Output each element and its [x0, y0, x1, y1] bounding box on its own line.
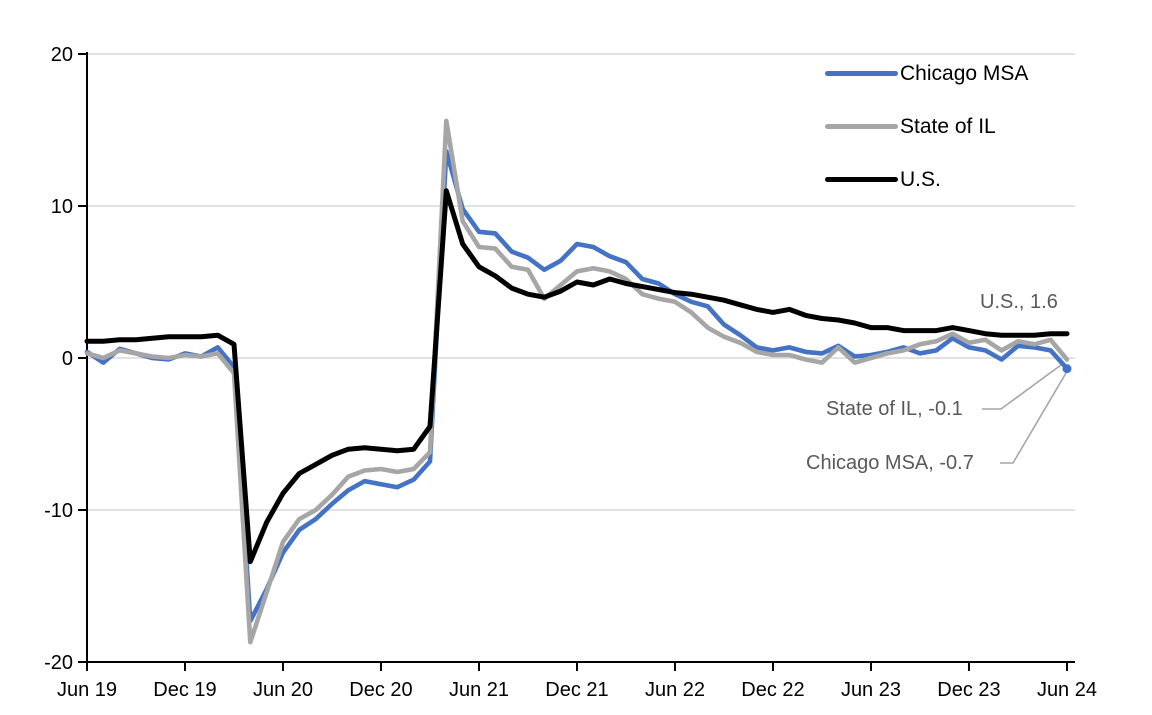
- annotation-state-of-il-value: State of IL, -0.1: [826, 398, 963, 420]
- x-tick-label: Dec 22: [741, 679, 804, 701]
- legend-label: U.S.: [900, 168, 941, 191]
- legend-item-state-of-il: State of IL: [825, 100, 1028, 153]
- x-tick-label: Jun 20: [253, 679, 313, 701]
- leader-line-state-of-il: [982, 364, 1062, 410]
- annotation-chicago-msa-value: Chicago MSA, -0.7: [806, 452, 974, 474]
- x-tick-label: Jun 23: [841, 679, 901, 701]
- annotation-us-value: U.S., 1.6: [980, 291, 1058, 313]
- x-tick-label: Jun 19: [57, 679, 117, 701]
- legend-item-chicago-msa: Chicago MSA: [825, 47, 1028, 100]
- y-tick-label: 10: [51, 196, 73, 218]
- y-tick-label: -10: [44, 500, 73, 522]
- x-tick-label: Dec 21: [545, 679, 608, 701]
- y-tick-label: 0: [62, 348, 73, 370]
- legend-label: Chicago MSA: [900, 62, 1029, 85]
- x-tick-label: Jun 21: [449, 679, 509, 701]
- x-tick-label: Dec 19: [153, 679, 216, 701]
- x-tick-label: Jun 24: [1037, 679, 1097, 701]
- y-tick-label: -20: [44, 652, 73, 674]
- chart-legend: Chicago MSA State of IL U.S.: [825, 47, 1028, 206]
- legend-line-swatch-black: [825, 177, 898, 182]
- legend-label: State of IL: [900, 115, 996, 138]
- series-end-marker-chicago-msa: [1062, 364, 1072, 374]
- legend-line-swatch-gray: [825, 124, 898, 129]
- legend-item-us: U.S.: [825, 153, 1028, 206]
- series-line-state-of-il: [84, 118, 1070, 645]
- series-line-u-s-: [84, 188, 1070, 565]
- y-tick-label: 20: [51, 44, 73, 66]
- x-tick-label: Jun 22: [645, 679, 705, 701]
- legend-line-swatch-blue: [825, 71, 898, 76]
- x-tick-label: Dec 23: [937, 679, 1000, 701]
- x-tick-label: Dec 20: [349, 679, 412, 701]
- leader-line-chicago-msa: [1000, 372, 1067, 464]
